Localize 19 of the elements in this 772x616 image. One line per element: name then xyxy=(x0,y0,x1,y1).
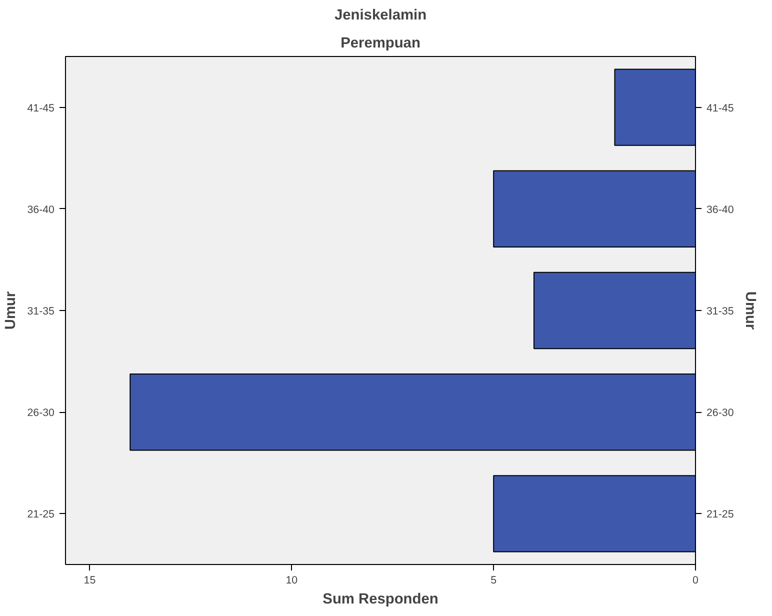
category-label: 21-25 xyxy=(706,508,734,521)
category-label: 31-35 xyxy=(706,306,734,318)
category-label: 26-30 xyxy=(706,407,734,420)
y-tick-label: 41-45 xyxy=(27,102,55,114)
x-tick-label: 0 xyxy=(692,574,699,586)
y-tick-label: 31-35 xyxy=(27,306,55,318)
x-tick-label: 5 xyxy=(490,574,497,586)
y-tick-label: 26-30 xyxy=(27,407,55,420)
y-tick-label: 21-25 xyxy=(27,508,55,521)
y2-axis-title: Umur xyxy=(742,291,758,330)
chart-subtitle: Perempuan xyxy=(340,36,420,52)
x-tick-label: 10 xyxy=(286,574,298,586)
x-axis-title: Sum Responden xyxy=(322,592,438,608)
y-tick-label: 36-40 xyxy=(27,204,55,216)
chart-title: Jeniskelamin xyxy=(334,8,427,24)
category-label: 36-40 xyxy=(706,204,734,216)
y-axis-title: Umur xyxy=(3,291,20,330)
category-label: 41-45 xyxy=(706,102,734,114)
x-tick-label: 15 xyxy=(84,574,96,586)
